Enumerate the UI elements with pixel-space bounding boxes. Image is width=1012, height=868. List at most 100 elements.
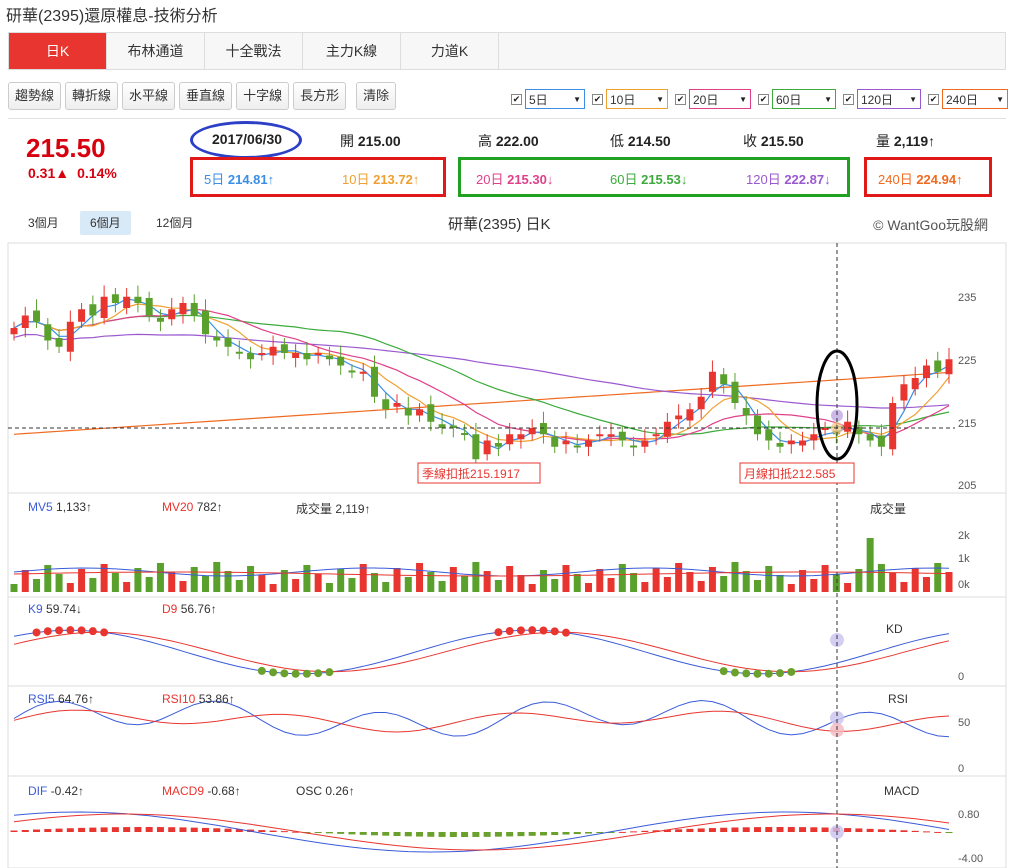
candle-body xyxy=(202,310,210,335)
candle-body xyxy=(10,328,18,335)
osc-bar xyxy=(753,827,761,832)
osc-bar xyxy=(731,827,739,832)
volume-bar xyxy=(461,576,469,592)
volume-bar xyxy=(55,574,63,592)
osc-bar xyxy=(596,832,604,834)
rectangle-button[interactable]: 長方形 xyxy=(293,82,347,110)
volume-bar xyxy=(10,584,18,592)
ma10-checkbox[interactable]: ✔ xyxy=(592,93,603,105)
osc-bar xyxy=(89,827,97,832)
candle-body xyxy=(224,338,232,347)
ma240-checkbox[interactable]: ✔ xyxy=(928,93,939,105)
osc-bar xyxy=(517,832,525,837)
tab-bollinger[interactable]: 布林通道 xyxy=(107,33,205,69)
turning-line-button[interactable]: 轉折線 xyxy=(65,82,119,110)
candle-body xyxy=(810,434,818,441)
tab-daily-k[interactable]: 日K xyxy=(9,33,107,69)
candle-body xyxy=(517,434,525,440)
candle-body xyxy=(866,434,874,441)
volume-bar xyxy=(821,565,829,592)
candle-body xyxy=(303,353,311,360)
tab-ten-strategy[interactable]: 十全戰法 xyxy=(205,33,303,69)
candle-body xyxy=(821,428,829,430)
price-change: 0.31▲ 0.14% xyxy=(28,165,117,181)
osc-bar xyxy=(202,827,210,832)
ma5-select[interactable]: 5日 ▼ xyxy=(525,89,585,109)
volume-bar xyxy=(663,577,671,592)
ma120-checkbox[interactable]: ✔ xyxy=(843,93,854,105)
price-tick: 235 xyxy=(958,292,976,304)
osc-bar xyxy=(585,832,593,834)
candle-body xyxy=(44,324,52,341)
quarter-deduct-label-box xyxy=(417,462,541,484)
range-3m[interactable]: 3個月 xyxy=(28,216,59,230)
candle-body xyxy=(765,429,773,441)
rsi-tick: 0 xyxy=(958,763,964,775)
osc-bar xyxy=(506,832,514,837)
candle-body xyxy=(494,443,502,447)
ma20-checkbox[interactable]: ✔ xyxy=(675,93,686,105)
range-12m[interactable]: 12個月 xyxy=(156,216,194,230)
tab-power-k[interactable]: 力道K xyxy=(401,33,499,69)
mv5-line xyxy=(13,567,950,577)
candle-body xyxy=(630,445,638,448)
kd-overbought-dot xyxy=(32,628,41,637)
ma240-select[interactable]: 240日 ▼ xyxy=(942,89,1008,109)
range-6m[interactable]: 6個月 xyxy=(80,211,131,235)
volume-bar xyxy=(280,570,288,592)
candle-body xyxy=(652,434,660,437)
osc-bar xyxy=(810,827,818,832)
volume-bar xyxy=(292,579,300,592)
osc-bar xyxy=(427,832,435,837)
kd-oversold-dot xyxy=(291,669,300,678)
chevron-down-icon: ▼ xyxy=(996,94,1004,104)
candle-body xyxy=(708,371,716,392)
osc-bar xyxy=(224,828,232,832)
candle-body xyxy=(787,440,795,445)
osc-bar xyxy=(78,827,86,832)
ma60-checkbox[interactable]: ✔ xyxy=(758,93,769,105)
volume-bar xyxy=(596,569,604,592)
vertical-line-button[interactable]: 垂直線 xyxy=(179,82,233,110)
osc-bar xyxy=(776,827,784,832)
volume-bar xyxy=(370,573,378,592)
osc-bar xyxy=(528,832,536,836)
d9-line xyxy=(13,631,950,673)
ma-selectors: ✔ 5日 ▼ ✔ 10日 ▼ ✔ 20日 ▼ ✔ 60日 ▼ ✔ 120日 ▼ ✔ 240… xyxy=(511,89,1008,109)
volume-bar xyxy=(844,583,852,592)
osc-bar xyxy=(911,830,919,832)
volume-bar xyxy=(753,580,761,592)
crosshair-marker xyxy=(831,422,843,434)
ma60-line xyxy=(13,314,950,435)
crosshair-marker xyxy=(830,711,844,725)
ma10-select[interactable]: 10日 ▼ xyxy=(606,89,668,109)
clear-button[interactable]: 清除 xyxy=(356,82,397,110)
chart-panel xyxy=(7,685,1007,777)
month-deduct-label: 月線扣抵212.585 xyxy=(744,466,836,481)
volume-bar xyxy=(472,562,480,592)
candle-body xyxy=(922,365,930,378)
crosshair-button[interactable]: 十字線 xyxy=(236,82,290,110)
ma5-checkbox[interactable]: ✔ xyxy=(511,93,522,105)
ma120-select[interactable]: 120日 ▼ xyxy=(857,89,921,109)
candle-body xyxy=(945,359,953,375)
quote-open: 開 215.00 xyxy=(340,133,401,149)
osc-bar xyxy=(900,830,908,832)
quote-volume: 量 2,119↑ xyxy=(876,133,936,149)
ma20-select[interactable]: 20日 ▼ xyxy=(689,89,751,109)
kd-oversold-dot xyxy=(719,667,728,676)
osc-bar xyxy=(483,832,491,837)
horizontal-line-button[interactable]: 水平線 xyxy=(122,82,176,110)
candle-body xyxy=(607,434,615,437)
candle-body xyxy=(934,360,942,372)
ma60-select[interactable]: 60日 ▼ xyxy=(772,89,836,109)
osc-bar xyxy=(821,827,829,832)
quarter-deduct-label: 季線扣抵215.1917 xyxy=(422,466,520,481)
osc-bar xyxy=(190,827,198,832)
osc-bar xyxy=(922,831,930,833)
candle-body xyxy=(292,353,300,358)
tab-main-force-k[interactable]: 主力K線 xyxy=(303,33,401,69)
osc-bar xyxy=(314,832,322,833)
trendline-button[interactable]: 趨勢線 xyxy=(8,82,62,110)
candle-body xyxy=(686,409,694,421)
